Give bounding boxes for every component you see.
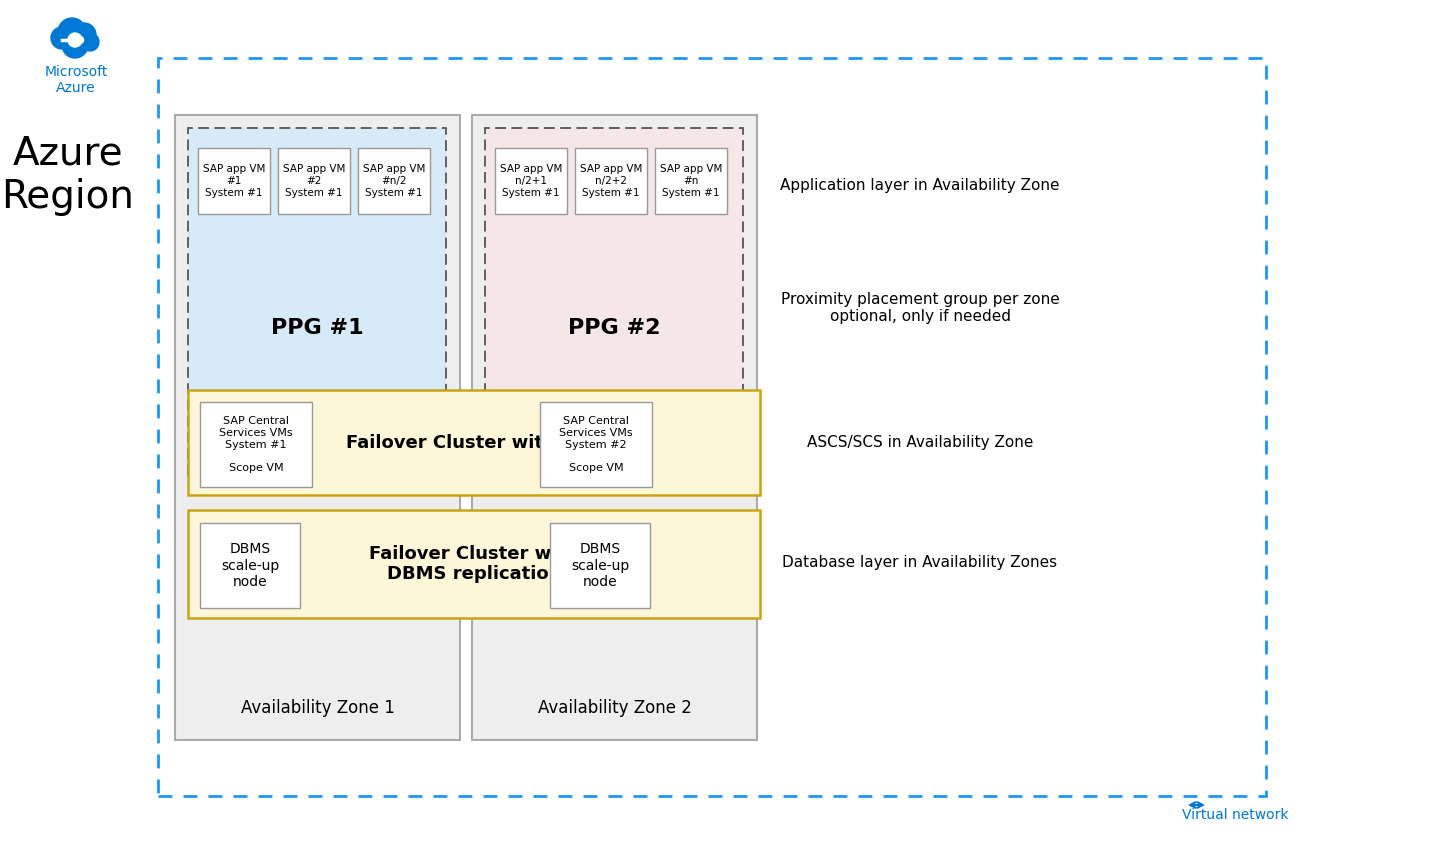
Text: SAP Central
Services VMs
System #2

Scope VM: SAP Central Services VMs System #2 Scope… [559,416,633,473]
Circle shape [77,36,84,43]
Bar [277,148,350,214]
Bar [472,115,756,740]
Bar [158,58,1266,796]
Text: Availability Zone 1: Availability Zone 1 [241,699,395,717]
Bar [187,390,759,495]
Circle shape [73,23,96,47]
Bar [550,523,650,608]
Bar [176,115,460,740]
Text: SAP Central
Services VMs
System #1

Scope VM: SAP Central Services VMs System #1 Scope… [219,416,293,473]
Text: Database layer in Availability Zones: Database layer in Availability Zones [783,554,1057,569]
Text: DBMS
scale-up
node: DBMS scale-up node [221,542,279,589]
Bar [359,148,430,214]
Text: Failover Cluster with
DBMS replication: Failover Cluster with DBMS replication [369,545,579,584]
Circle shape [68,33,81,47]
Text: Microsoft
Azure: Microsoft Azure [45,65,107,95]
Text: SAP app VM
#1
System #1: SAP app VM #1 System #1 [203,164,266,198]
Text: SAP app VM
n/2+2
System #1: SAP app VM n/2+2 System #1 [579,164,642,198]
Circle shape [58,18,86,46]
Bar [187,510,759,618]
Bar [575,148,648,214]
Bar [200,523,301,608]
Bar [187,128,446,478]
Bar [485,128,743,478]
Text: SAP app VM
n/2+1
System #1: SAP app VM n/2+1 System #1 [499,164,562,198]
Text: SAP app VM
#n
System #1: SAP app VM #n System #1 [659,164,722,198]
Text: PPG #1: PPG #1 [270,318,363,338]
Circle shape [62,32,89,58]
Text: Failover Cluster with ERS: Failover Cluster with ERS [347,433,601,452]
Circle shape [51,27,73,49]
Text: Azure
Region: Azure Region [1,134,135,216]
Text: Virtual network: Virtual network [1182,808,1288,822]
Text: SAP app VM
#2
System #1: SAP app VM #2 System #1 [283,164,346,198]
Bar [655,148,727,214]
Text: ASCS/SCS in Availability Zone: ASCS/SCS in Availability Zone [807,435,1034,449]
Bar [540,402,652,487]
Bar [200,402,312,487]
Circle shape [81,33,99,51]
Bar [197,148,270,214]
Text: Availability Zone 2: Availability Zone 2 [537,699,691,717]
Text: DBMS
scale-up
node: DBMS scale-up node [571,542,629,589]
Text: PPG #2: PPG #2 [568,318,661,338]
Bar [495,148,566,214]
Text: SAP app VM
#n/2
System #1: SAP app VM #n/2 System #1 [363,164,425,198]
Text: Proximity placement group per zone
optional, only if needed: Proximity placement group per zone optio… [781,292,1060,324]
Text: Application layer in Availability Zone: Application layer in Availability Zone [780,178,1060,193]
